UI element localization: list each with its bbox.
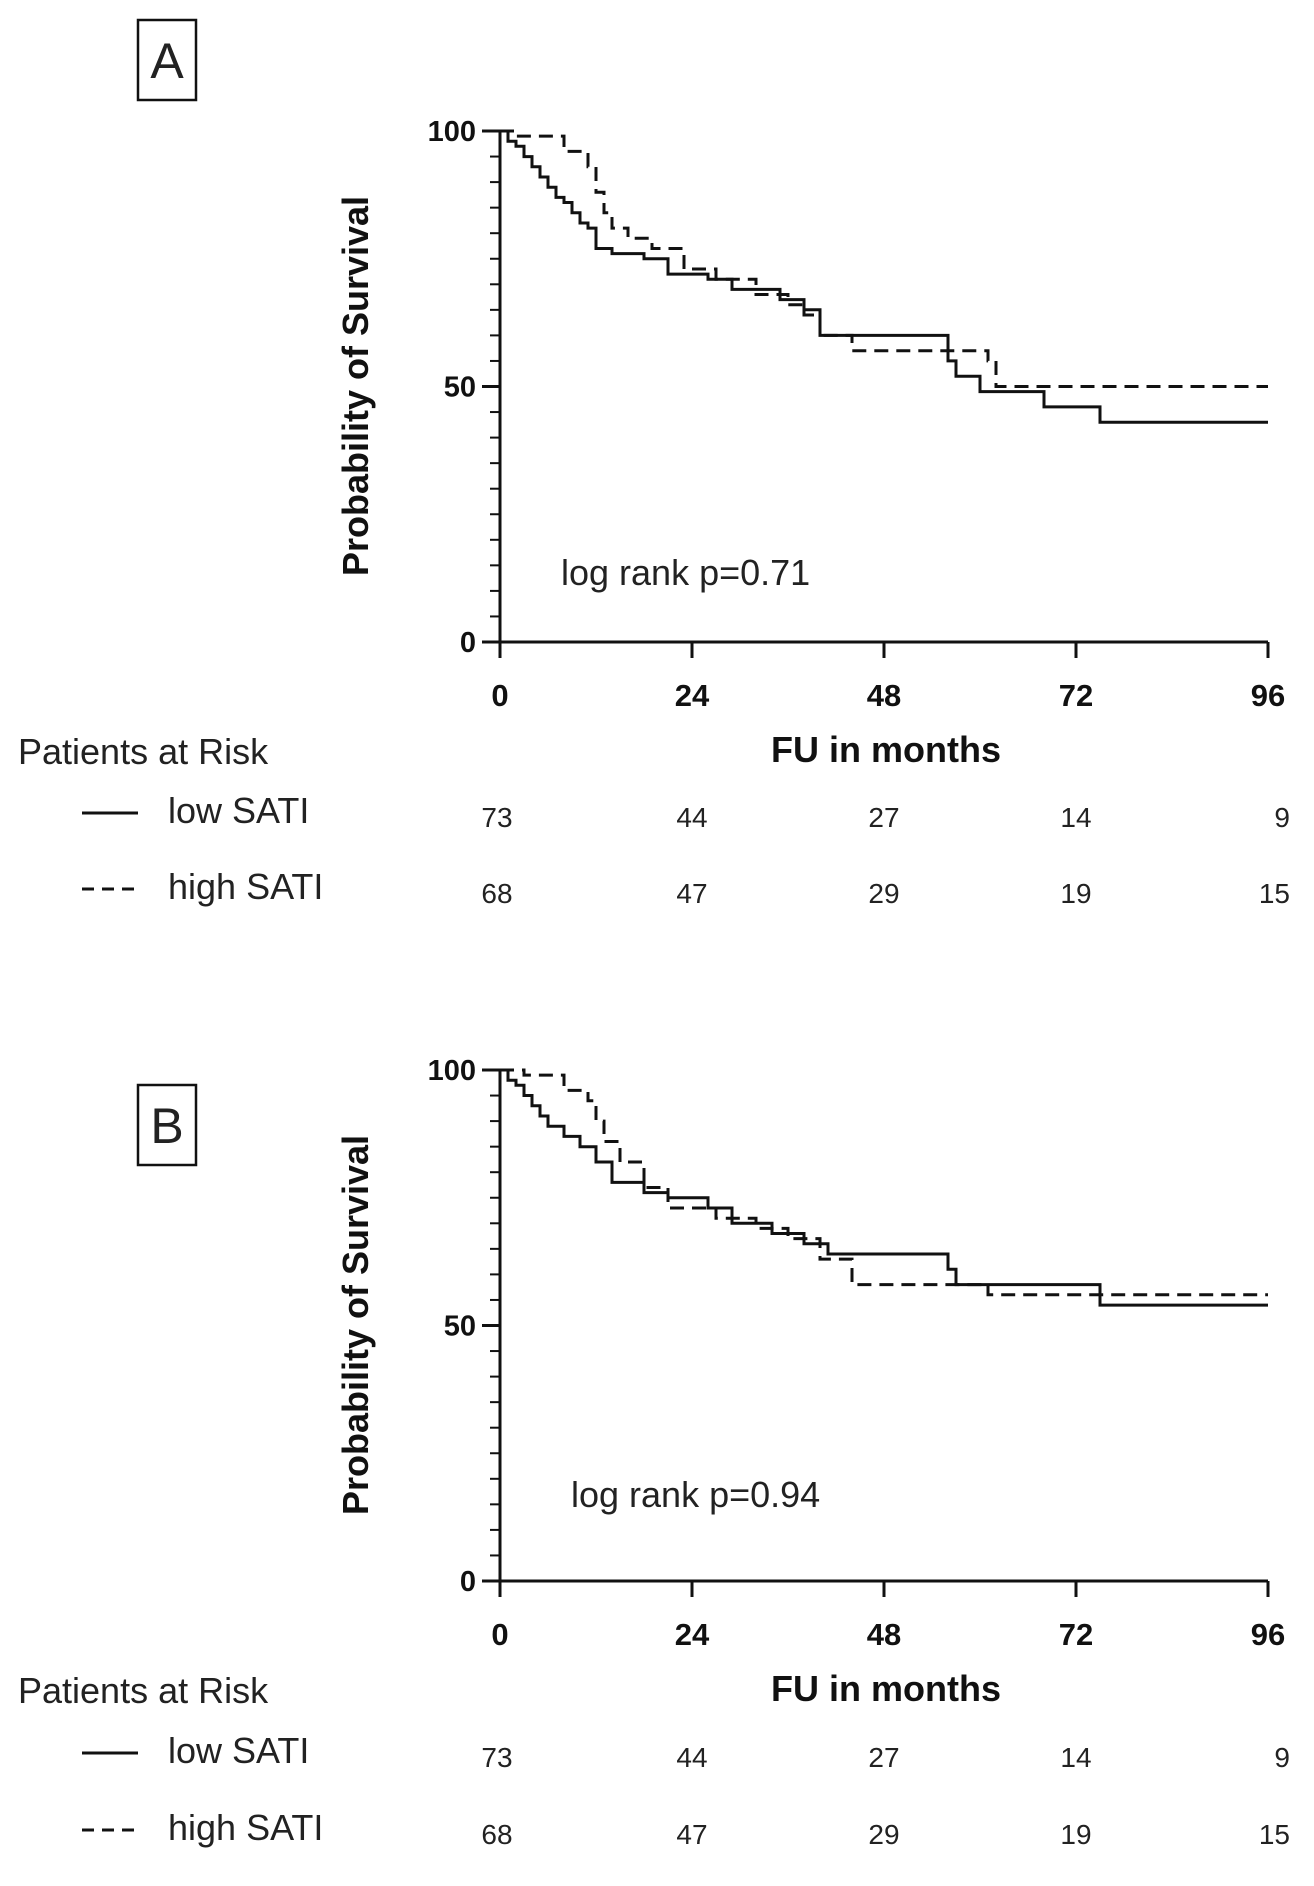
x-tick-label: 0 [491,1617,508,1652]
x-tick-label: 96 [1251,678,1285,713]
risk-table-title: Patients at Risk [18,1670,269,1711]
risk-count: 44 [676,802,707,833]
risk-count: 68 [481,1819,512,1850]
risk-count: 68 [481,878,512,909]
panel-label-box [136,18,198,102]
x-tick-label: 24 [675,678,710,713]
risk-count: 9 [1274,1742,1290,1773]
risk-count: 15 [1259,1819,1290,1850]
x-tick-label: 48 [867,1617,901,1652]
x-axis-title: FU in months [771,729,1001,770]
y-tick-label: 100 [428,116,476,148]
panel-label: A [150,33,184,89]
panel-label-box [136,1083,198,1167]
risk-count: 9 [1274,802,1290,833]
risk-row-label: high SATI [168,866,323,907]
risk-count: 15 [1259,878,1290,909]
x-tick-label: 96 [1251,1617,1285,1652]
risk-row-label: low SATI [168,1730,309,1771]
y-axis-title: Probability of Survival [335,1135,376,1515]
risk-count: 27 [868,1742,899,1773]
x-tick-label: 72 [1059,678,1093,713]
y-tick-label: 0 [460,627,476,659]
risk-count: 14 [1060,802,1091,833]
risk-table-title: Patients at Risk [18,731,269,772]
x-tick-label: 0 [491,678,508,713]
risk-row-label: high SATI [168,1807,323,1848]
x-axis-title: FU in months [771,1668,1001,1709]
panel-label: B [150,1098,183,1154]
km-curve-high-sati [500,1068,1268,1297]
x-tick-label: 48 [867,678,901,713]
risk-row-label: low SATI [168,790,309,831]
log-rank-annotation: log rank p=0.94 [571,1474,820,1515]
risk-count: 19 [1060,1819,1091,1850]
risk-count: 47 [676,878,707,909]
risk-count: 73 [481,802,512,833]
km-curve-low-sati [500,129,1268,424]
x-tick-label: 72 [1059,1617,1093,1652]
risk-count: 47 [676,1819,707,1850]
y-axis-title: Probability of Survival [335,196,376,576]
risk-count: 29 [868,1819,899,1850]
x-tick-label: 24 [675,1617,710,1652]
risk-count: 27 [868,802,899,833]
risk-count: 73 [481,1742,512,1773]
km-curve-high-sati [500,129,1268,388]
km-curve-low-sati [500,1068,1268,1307]
risk-count: 14 [1060,1742,1091,1773]
y-tick-label: 100 [428,1055,476,1087]
log-rank-annotation: log rank p=0.71 [561,552,810,593]
y-tick-label: 0 [460,1566,476,1598]
risk-count: 44 [676,1742,707,1773]
y-tick-label: 50 [444,372,476,404]
y-tick-label: 50 [444,1311,476,1343]
risk-count: 19 [1060,878,1091,909]
risk-count: 29 [868,878,899,909]
panel-A: A 0 50 100 Probability of Survival 0 24 48 72 96 F… [18,18,1290,909]
panel-B: B 0 50 100 Probability of Survival 0 24 48 72 96 F… [18,1055,1290,1850]
